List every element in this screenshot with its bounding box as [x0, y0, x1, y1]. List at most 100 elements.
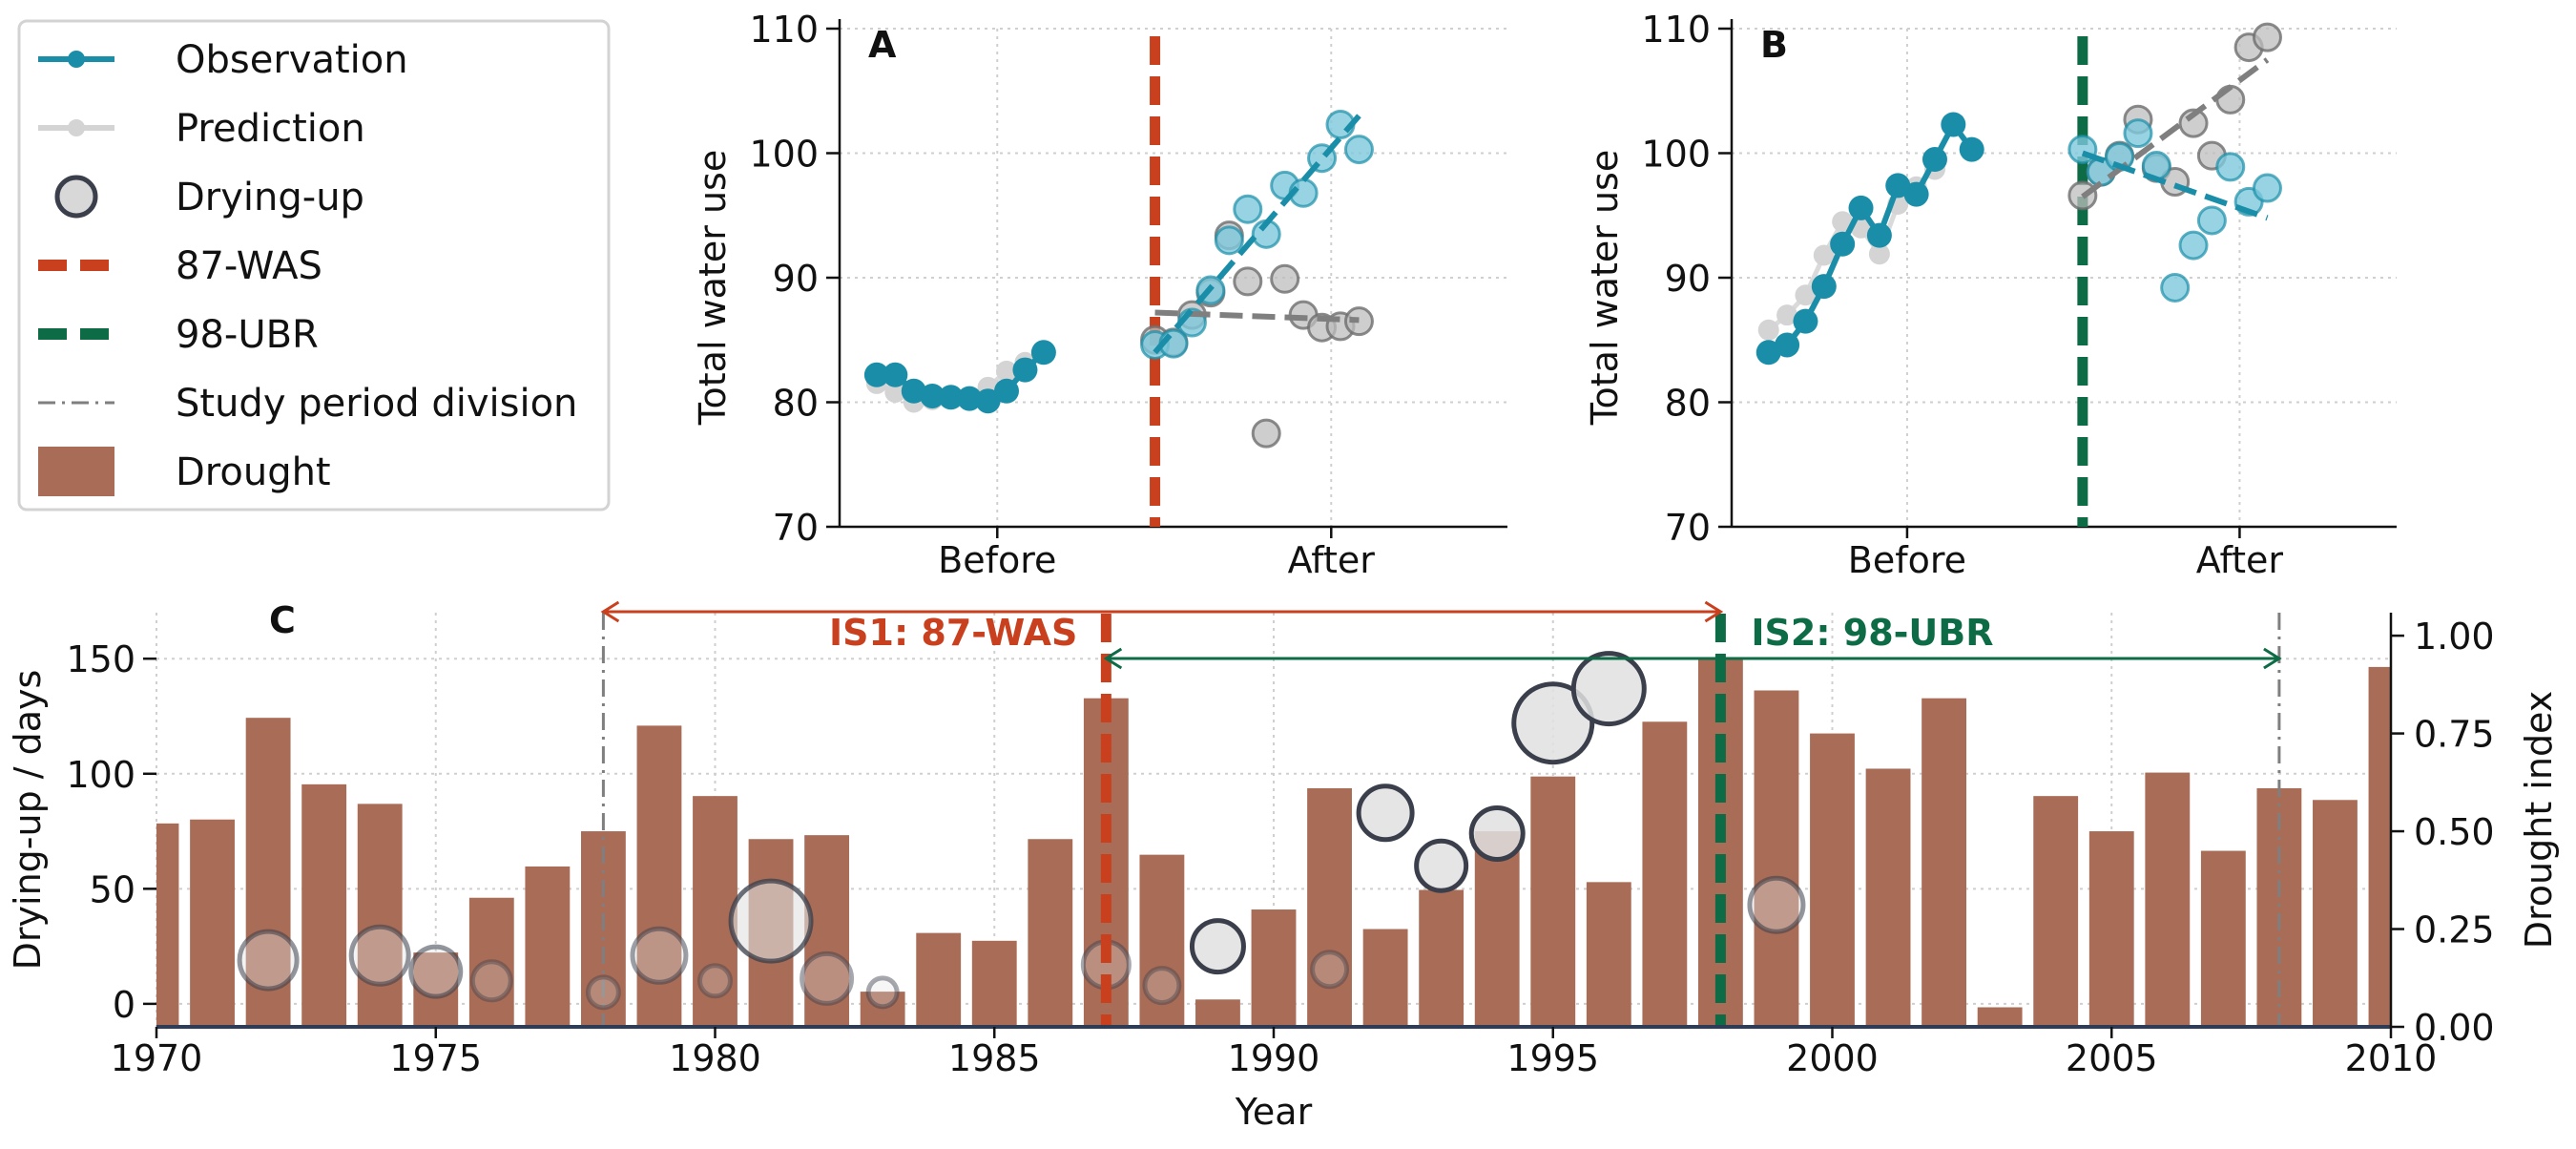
legend-label-division: Study period division	[176, 382, 577, 426]
observation-point	[994, 378, 1019, 404]
drought-bar-1984	[916, 932, 962, 1027]
observation-trend-line	[2081, 150, 2269, 221]
drought-bar-2003	[1977, 1007, 2023, 1027]
y-tick-label: 100	[1641, 134, 1711, 176]
prediction-after-point	[1251, 418, 1281, 449]
observation-point	[1903, 181, 1929, 207]
drying-up-circle-1980	[697, 963, 733, 999]
drought-bar-2005	[2088, 831, 2134, 1027]
drying-up-circle-1975	[408, 944, 464, 999]
drought-bar-2009	[2313, 800, 2358, 1027]
x-category-label: Before	[938, 539, 1056, 581]
drying-up-circle-1974	[348, 924, 411, 987]
drought-bar-1991	[1307, 787, 1352, 1027]
x-tick-label: 2005	[2066, 1037, 2158, 1079]
x-tick-label: 1990	[1228, 1037, 1320, 1079]
drought-bar-1985	[971, 940, 1017, 1027]
panel-c: IS1: 87-WAS IS2: 98-UBR 1970 1975 1980 1985 19…	[7, 599, 2560, 1133]
prediction-trend-line	[2081, 57, 2270, 199]
panel-b: 70 80 90 100 110 Before After Total water use B	[1584, 9, 2397, 581]
y2-tick-label: 0.00	[2414, 1007, 2495, 1049]
prediction-after-point	[1233, 266, 1263, 297]
is2-arrow-head-right	[2263, 647, 2282, 670]
is2-arrow-head-left	[1103, 647, 1123, 670]
observation-point	[863, 362, 889, 387]
is1-label: IS1: 87-WAS	[829, 612, 1077, 654]
y2-tick-label: 0.25	[2414, 909, 2495, 951]
observation-after-point	[2252, 173, 2282, 203]
drought-bar-1996	[1586, 882, 1631, 1027]
y2-tick-label: 0.75	[2414, 714, 2495, 756]
legend-label-observation: Observation	[176, 38, 408, 82]
drying-up-circle-1994	[1468, 804, 1526, 862]
y-axis-title: Total water use	[692, 150, 734, 426]
observation-after-point	[2196, 205, 2227, 236]
observation-point	[883, 362, 908, 387]
drought-bar-1992	[1362, 929, 1408, 1027]
observation-point	[1012, 357, 1038, 383]
legend-label-prediction: Prediction	[176, 107, 365, 151]
observation-after-point	[2123, 118, 2153, 149]
drying-up-circle-1979	[630, 926, 689, 985]
legend-prediction-marker	[68, 119, 85, 136]
y-tick-label: 80	[1665, 383, 1711, 425]
drought-bar-1977	[525, 866, 571, 1027]
legend-frame	[17, 19, 611, 512]
y-tick-label: 70	[773, 507, 819, 549]
drought-bar-1971	[190, 819, 235, 1027]
drought-bar-2002	[1922, 698, 1967, 1027]
x-tick-label: 1970	[111, 1037, 203, 1079]
panel-label: C	[269, 599, 296, 641]
drought-bar-1990	[1251, 909, 1297, 1027]
is1-arrow-head-right	[1704, 600, 1724, 623]
y-axis-title: Total water use	[1584, 150, 1626, 426]
drying-up-circle-1991	[1310, 950, 1350, 990]
y-tick-label: 50	[90, 868, 135, 910]
observation-trend-line	[1153, 114, 1361, 355]
drought-bar-1999	[1754, 690, 1799, 1027]
x-axis-title: Year	[1235, 1091, 1313, 1133]
observation-point	[1848, 195, 1874, 220]
drought-bar-2004	[2033, 796, 2079, 1027]
drought-bar-2000	[1810, 733, 1855, 1027]
prediction-after-point	[2252, 22, 2282, 52]
observation-point	[1793, 308, 1818, 334]
prediction-point	[1813, 244, 1835, 266]
y-tick-label: 150	[66, 638, 135, 680]
y2-axis-title: Drought index	[2518, 691, 2560, 950]
drying-up-circle-1999	[1747, 875, 1806, 934]
legend-label-drying: Drying-up	[176, 176, 364, 219]
legend-drought-swatch	[38, 447, 114, 496]
observation-after-point	[2160, 272, 2191, 303]
is2-label: IS2: 98-UBR	[1751, 612, 1993, 654]
y2-tick-label: 1.00	[2414, 616, 2495, 658]
drought-bar-1995	[1530, 776, 1576, 1027]
x-tick-label: 1995	[1506, 1037, 1599, 1079]
drying-up-circle-1989	[1189, 918, 1246, 975]
observation-point	[975, 388, 1001, 414]
observation-point	[901, 378, 926, 404]
legend-label-ubr: 98-UBR	[176, 313, 319, 357]
y-tick-label: 110	[1641, 9, 1711, 51]
observation-point	[1030, 340, 1056, 366]
observation-point	[1775, 332, 1800, 358]
drying-up-circle-1981	[728, 878, 814, 964]
y-axis-title: Drying-up / days	[7, 670, 49, 971]
drought-bar-1973	[301, 783, 347, 1027]
drought-bar-1974	[357, 804, 403, 1027]
observation-point	[1830, 231, 1856, 257]
legend-drying-marker	[54, 175, 98, 219]
observation-after-point	[2215, 152, 2246, 182]
panel-a: 70 80 90 100 110 Before After Total water use A	[692, 9, 1507, 581]
observation-point	[1922, 147, 1947, 173]
observation-after-point	[2178, 230, 2209, 261]
prediction-after-point	[1343, 306, 1374, 337]
prediction-point	[996, 360, 1017, 382]
x-category-label: After	[1288, 539, 1376, 581]
observation-point	[957, 386, 983, 411]
observation-after-point	[1343, 135, 1374, 165]
drought-bar-1993	[1419, 889, 1465, 1027]
drought-bar-2007	[2200, 850, 2246, 1027]
prediction-point	[1795, 284, 1817, 306]
